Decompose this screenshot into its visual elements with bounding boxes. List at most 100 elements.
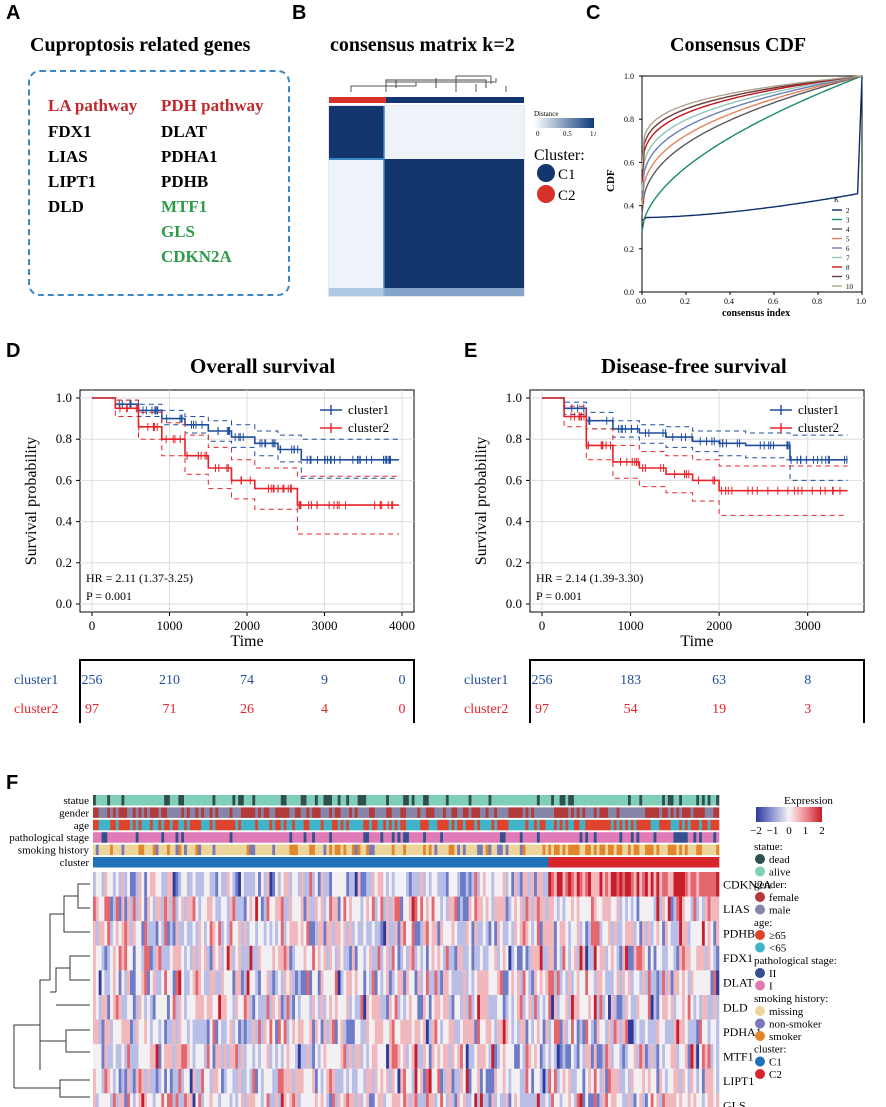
heatmap-cell (209, 1044, 213, 1069)
heatmap-cell (562, 1068, 566, 1094)
heatmap-cell (713, 970, 717, 995)
annotation-cell (434, 844, 438, 856)
heatmap-cell (536, 970, 541, 995)
heatmap-cell (525, 1044, 529, 1069)
heatmap-cell (292, 1019, 296, 1045)
heatmap-cell (645, 1093, 649, 1107)
annotation-cell (186, 857, 191, 868)
heatmap-cell (115, 896, 119, 922)
heatmap-cell (152, 896, 156, 922)
heatmap-cell (391, 921, 395, 946)
heatmap-cell (619, 1093, 623, 1107)
heatmap-cell (129, 970, 134, 995)
heatmap-cell (653, 945, 657, 971)
annotation-cell (93, 832, 97, 843)
annotation-cell (326, 832, 330, 843)
heatmap-cell (206, 1019, 210, 1045)
heatmap-cell (491, 872, 495, 897)
annotation-cell (306, 832, 310, 843)
heatmap-cell (337, 970, 341, 995)
heatmap-cell (602, 1093, 606, 1107)
heatmap-cell (155, 872, 159, 897)
heatmap-cell (468, 1044, 472, 1069)
heatmap-cell (619, 945, 623, 971)
heatmap-cell (295, 896, 299, 922)
heatmap-cell (272, 1044, 276, 1069)
heatmap-cell (158, 1068, 162, 1094)
annotation-cell (334, 819, 339, 831)
annotation-cell (479, 857, 484, 868)
annotation-cell (360, 844, 364, 856)
heatmap-cell (693, 945, 697, 971)
heatmap-cell (309, 1068, 313, 1094)
heatmap-cell (551, 1068, 555, 1094)
heatmap-cell (511, 970, 515, 995)
annotation-cell (511, 819, 515, 831)
heatmap-cell (428, 1019, 432, 1045)
heatmap-cell (440, 1044, 444, 1069)
annotation-cell (218, 807, 222, 818)
heatmap-cell (670, 896, 674, 922)
annotation-cell (701, 819, 706, 831)
cdf-line-k3 (641, 75, 863, 232)
heatmap-cell (425, 1019, 430, 1045)
legend-swatch-5-0 (755, 1056, 765, 1067)
annotation-cell (349, 832, 353, 843)
annotation-cell (152, 844, 156, 856)
heatmap-cell (497, 1068, 501, 1094)
dfs-risk-cluster1-1: 183 (620, 673, 641, 688)
annotation-cell (565, 819, 569, 831)
annotation-cell (562, 795, 566, 806)
heatmap-cell (141, 1019, 145, 1045)
heatmap-cell (326, 945, 330, 971)
heatmap-cell (400, 995, 404, 1020)
heatmap-cell (445, 872, 449, 897)
heatmap-cell (707, 970, 711, 995)
annotation-cell (542, 857, 546, 868)
heatmap-cell (394, 945, 398, 971)
heatmap-cell (605, 872, 609, 897)
heatmap-cell (269, 1093, 273, 1107)
annotation-cell (542, 844, 546, 856)
heatmap-cell (155, 1093, 159, 1107)
annotation-cell (258, 807, 262, 818)
heatmap-cell (112, 872, 117, 897)
annotation-cell (508, 844, 512, 856)
heatmap-cell (260, 1019, 265, 1045)
heatmap-cell (645, 945, 649, 971)
heatmap-cell (249, 1019, 253, 1045)
annotation-cell (221, 819, 225, 831)
dfs-xtick-label-3: 3000 (795, 618, 821, 633)
heatmap-cell (440, 872, 444, 897)
heatmap-cell (135, 970, 139, 995)
annotation-cell (699, 795, 703, 806)
heatmap-cell (534, 1068, 538, 1094)
matrix-block-c2 (329, 106, 384, 159)
heatmap-cell (175, 1068, 179, 1094)
heatmap-cell (610, 995, 615, 1020)
heatmap-cell (238, 1019, 242, 1045)
heatmap-cell (240, 970, 245, 995)
heatmap-cell (249, 896, 253, 922)
heatmap-cell (309, 872, 313, 897)
heatmap-cell (112, 995, 117, 1020)
heatmap-cell (124, 872, 128, 897)
heatmap-cell (713, 1093, 717, 1107)
heatmap-cell (369, 1044, 373, 1069)
heatmap-cell (622, 970, 626, 995)
heatmap-cell (548, 1019, 552, 1045)
heatmap-cell (525, 995, 529, 1020)
heatmap-cell (602, 945, 606, 971)
heatmap-cell (516, 1019, 521, 1045)
annotation-cell (391, 795, 395, 806)
annotation-cell (442, 795, 447, 806)
heatmap-cell (212, 921, 216, 946)
heatmap-cell (269, 995, 273, 1020)
heatmap-cell (337, 1019, 341, 1045)
annotation-cell (437, 819, 441, 831)
heatmap-cell (272, 995, 276, 1020)
heatmap-cell (713, 1019, 717, 1045)
heatmap-cell (687, 872, 691, 897)
annotation-cell (619, 795, 623, 806)
heatmap-cell (573, 1019, 578, 1045)
